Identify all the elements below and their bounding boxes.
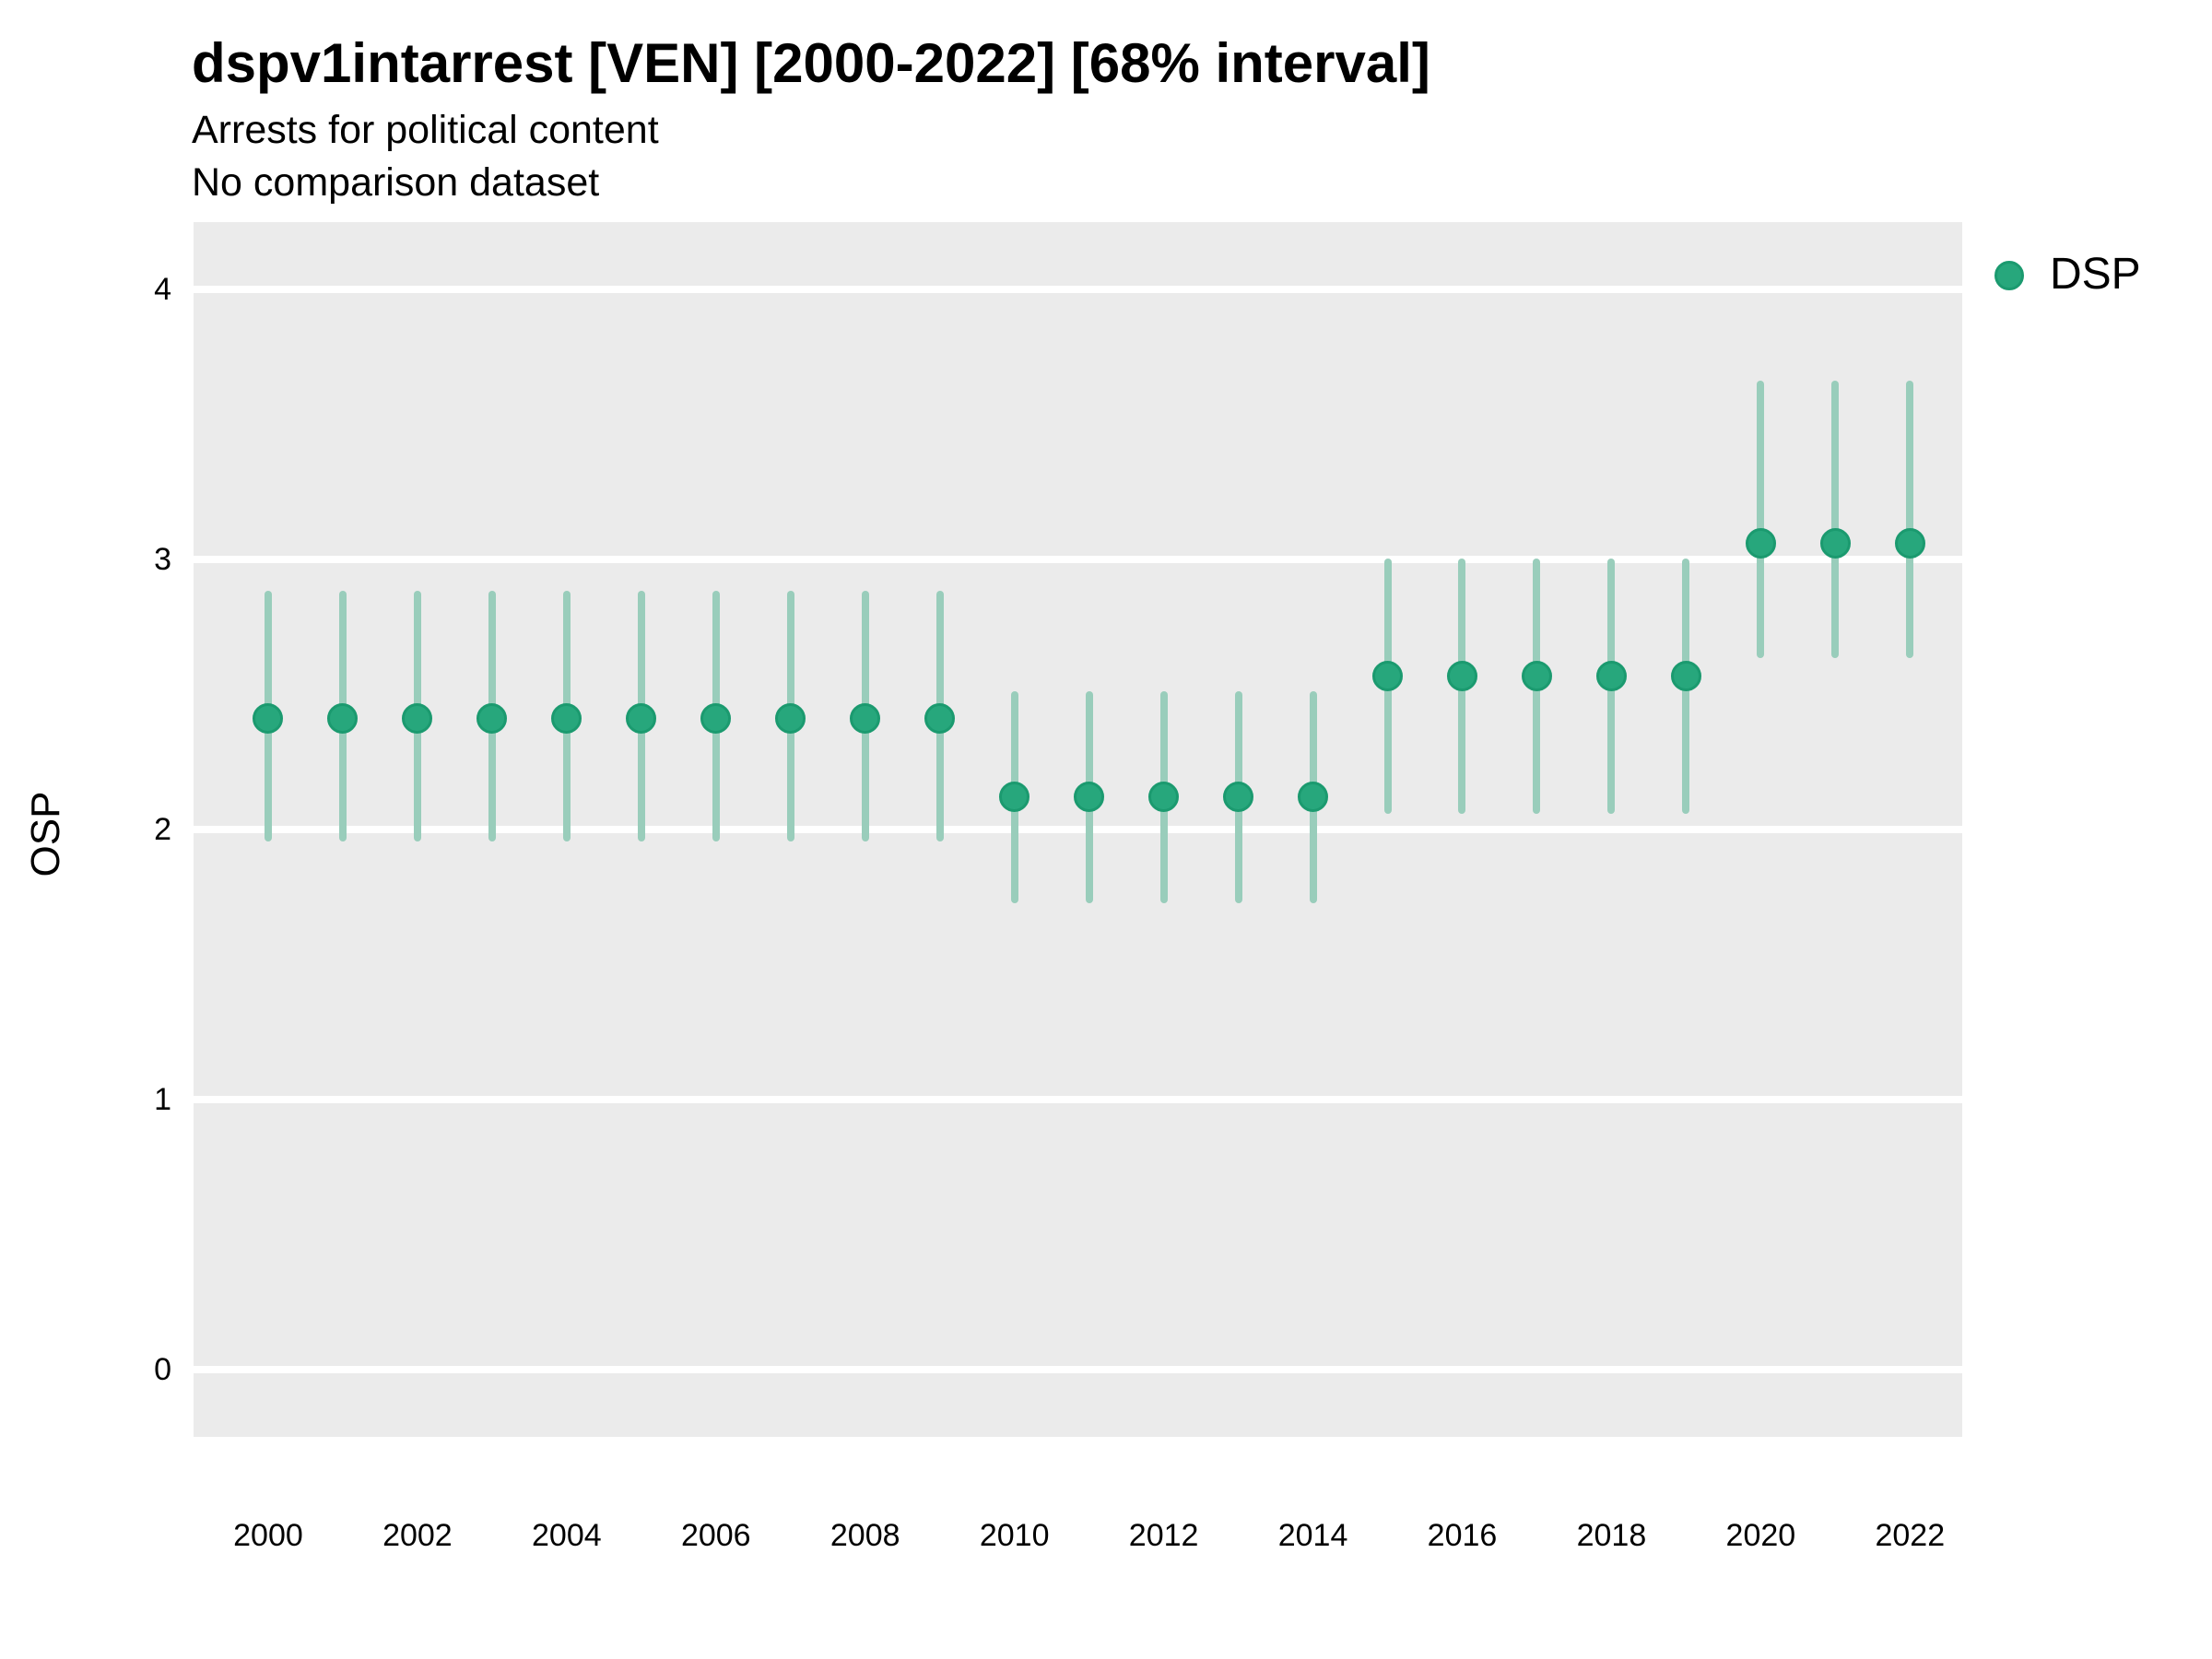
interval-bar-2021 — [1831, 380, 1840, 658]
estimate-point-2022 — [1894, 528, 1925, 559]
estimate-point-2010 — [999, 782, 1030, 813]
interval-bar-2020 — [1757, 380, 1765, 658]
estimate-point-2019 — [1670, 660, 1701, 691]
estimate-point-2016 — [1446, 660, 1477, 691]
gridline-y-0 — [194, 1365, 1962, 1373]
estimate-point-2002 — [402, 703, 433, 735]
interval-bar-2022 — [1906, 380, 1914, 658]
gridline-y-1 — [194, 1095, 1962, 1103]
x-tick-label: 2020 — [1725, 1518, 1796, 1553]
y-tick-label: 2 — [154, 812, 171, 847]
estimate-point-2014 — [1298, 782, 1329, 813]
x-tick-label: 2002 — [382, 1518, 453, 1553]
y-tick-label: 1 — [154, 1081, 171, 1117]
y-tick-label: 4 — [154, 272, 171, 308]
x-tick-label: 2014 — [1277, 1518, 1348, 1553]
estimate-point-2015 — [1372, 660, 1404, 691]
estimate-point-2021 — [1819, 528, 1851, 559]
estimate-point-2008 — [850, 703, 881, 735]
estimate-point-2013 — [1223, 782, 1254, 813]
x-tick-label: 2004 — [532, 1518, 602, 1553]
gridline-y-4 — [194, 286, 1962, 294]
estimate-point-2007 — [775, 703, 806, 735]
estimate-point-2004 — [551, 703, 582, 735]
gridline-y-3 — [194, 556, 1962, 564]
estimate-point-2000 — [253, 703, 284, 735]
legend-dsp-dot-icon — [1994, 261, 2024, 290]
x-tick-label: 2018 — [1576, 1518, 1647, 1553]
estimate-point-2003 — [477, 703, 508, 735]
estimate-point-2001 — [327, 703, 359, 735]
x-tick-label: 2022 — [1875, 1518, 1946, 1553]
gridline-y-2 — [194, 826, 1962, 833]
y-tick-label: 0 — [154, 1351, 171, 1387]
chart-subtitle: Arrests for political content — [192, 108, 659, 152]
x-tick-label: 2000 — [233, 1518, 303, 1553]
x-tick-label: 2012 — [1128, 1518, 1199, 1553]
x-tick-label: 2008 — [830, 1518, 900, 1553]
y-tick-label: 3 — [154, 542, 171, 578]
estimate-point-2009 — [924, 703, 956, 735]
x-tick-label: 2010 — [979, 1518, 1050, 1553]
estimate-point-2006 — [700, 703, 732, 735]
estimate-point-2005 — [626, 703, 657, 735]
x-tick-label: 2016 — [1427, 1518, 1498, 1553]
estimate-point-2012 — [1148, 782, 1180, 813]
chart-title: dspv1intarrest [VEN] [2000-2022] [68% in… — [192, 32, 1430, 94]
chart-note: No comparison dataset — [192, 160, 600, 205]
estimate-point-2017 — [1521, 660, 1552, 691]
estimate-point-2011 — [1074, 782, 1105, 813]
legend-dsp-label: DSP — [2050, 250, 2141, 299]
x-tick-label: 2006 — [680, 1518, 751, 1553]
estimate-point-2018 — [1595, 660, 1627, 691]
estimate-point-2020 — [1745, 528, 1776, 559]
